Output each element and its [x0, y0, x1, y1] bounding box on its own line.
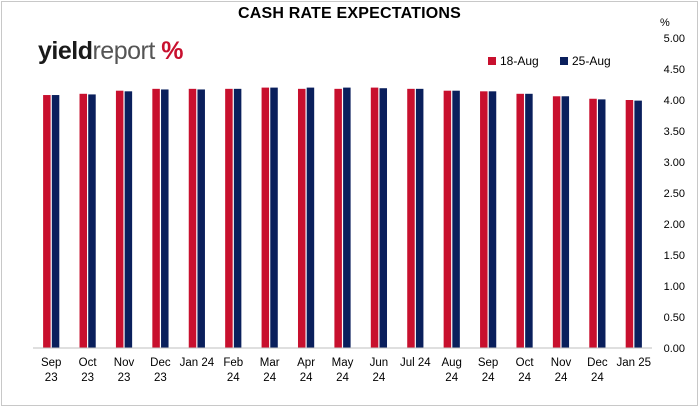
chart-title: CASH RATE EXPECTATIONS: [237, 5, 462, 22]
legend: 18-Aug 25-Aug: [488, 54, 611, 68]
legend-label-18-aug: 18-Aug: [500, 54, 539, 68]
bar-25-aug-14: [561, 96, 570, 348]
y-tick-label: 4.00: [664, 95, 685, 107]
y-tick-label: 3.00: [664, 157, 685, 169]
x-tick-label-line2: 24: [482, 372, 495, 384]
bar-18-aug-0: [43, 95, 51, 348]
y-tick-label: 4.50: [664, 64, 685, 76]
x-tick-label-line1: Jan 24: [180, 357, 215, 369]
bar-18-aug-8: [334, 88, 342, 348]
x-tick-label-line1: Sep: [41, 357, 61, 369]
bar-18-aug-4: [188, 88, 197, 348]
x-tick-label-line2: 24: [445, 372, 458, 384]
bar-25-aug-9: [379, 88, 388, 348]
x-tick-label-line2: 24: [555, 372, 568, 384]
x-tick-label-line2: 24: [591, 372, 604, 384]
logo-text-yield: yield: [38, 37, 93, 65]
y-tick-label: 0.50: [664, 312, 685, 324]
x-tick-label-line1: Dec: [150, 357, 171, 369]
x-tick-label-line1: Oct: [516, 357, 535, 369]
x-tick-label-line2: 23: [118, 372, 131, 384]
bar-25-aug-8: [343, 87, 351, 348]
x-tick-label-line2: 23: [81, 372, 94, 384]
bar-25-aug-11: [452, 90, 460, 348]
x-tick-label-line1: Oct: [79, 357, 98, 369]
bar-18-aug-2: [115, 90, 124, 348]
legend-swatch-25-aug: [560, 57, 568, 65]
bar-25-aug-16: [634, 100, 642, 349]
x-tick-label-line2: 24: [373, 372, 386, 384]
bar-25-aug-4: [197, 89, 205, 349]
bar-18-aug-3: [152, 88, 160, 348]
x-tick-label-line1: Nov: [114, 357, 135, 369]
y-axis-unit: %: [660, 17, 670, 29]
x-tick-label-line2: 24: [263, 372, 276, 384]
logo-percent-icon: %: [161, 37, 183, 65]
bar-25-aug-12: [488, 91, 497, 348]
x-tick-label-line1: Dec: [587, 357, 608, 369]
y-tick-label: 1.50: [664, 250, 685, 262]
x-tick-label-line2: 24: [518, 372, 531, 384]
y-tick-label: 2.00: [664, 219, 685, 231]
x-tick-label-line1: Apr: [297, 357, 315, 369]
bar-18-aug-1: [79, 93, 88, 348]
x-tick-label-line2: 24: [227, 372, 240, 384]
x-tick-labels: Sep 23 Oct 23 Nov 23 Dec 23 Jan 24 Feb 24 Mar 24 Apr 2…: [41, 357, 651, 384]
x-tick-label-line1: Aug: [441, 357, 461, 369]
bar-18-aug-6: [261, 87, 270, 348]
y-tick-label: 3.50: [664, 126, 685, 138]
bar-18-aug-11: [443, 90, 452, 348]
x-tick-label-line1: Mar: [260, 357, 280, 369]
y-tick-label: 5.00: [664, 33, 685, 45]
legend-label-25-aug: 25-Aug: [572, 54, 611, 68]
bar-25-aug-3: [161, 89, 169, 349]
bar-18-aug-12: [480, 91, 488, 348]
x-tick-label-line2: 24: [300, 372, 313, 384]
x-tick-label-line1: Jul 24: [400, 357, 431, 369]
bar-25-aug-15: [597, 99, 606, 348]
x-tick-label-line1: Sep: [478, 357, 498, 369]
y-tick-label: 0.00: [664, 343, 685, 355]
logo-text-report: report: [92, 37, 155, 65]
yieldreport-logo: yieldreport %: [38, 36, 183, 66]
legend-swatch-18-aug: [488, 57, 496, 65]
bar-18-aug-9: [370, 87, 379, 348]
bar-18-aug-14: [552, 96, 561, 348]
x-tick-label-line1: Feb: [223, 357, 243, 369]
bar-18-aug-13: [516, 93, 524, 348]
x-tick-label-line1: Nov: [551, 357, 572, 369]
bar-25-aug-6: [270, 87, 278, 348]
bar-25-aug-5: [233, 88, 242, 348]
x-tick-label-line1: May: [332, 357, 354, 369]
bar-25-aug-10: [415, 88, 424, 348]
y-tick-labels: 0.00 0.50 1.00 1.50 2.00 2.50 3.00 3.50 4.00 4.50…: [664, 33, 685, 355]
y-tick-label: 1.00: [664, 281, 685, 293]
x-tick-label-line2: 24: [336, 372, 349, 384]
bar-25-aug-13: [525, 93, 533, 348]
bar-25-aug-7: [306, 87, 315, 348]
bar-18-aug-16: [625, 100, 634, 348]
x-tick-label-line1: Jan 25: [617, 357, 652, 369]
bar-18-aug-10: [407, 88, 415, 348]
x-tick-label-line1: Jun: [370, 357, 389, 369]
x-tick-label-line2: 23: [154, 372, 167, 384]
bar-18-aug-15: [589, 98, 597, 348]
y-tick-label: 2.50: [664, 188, 685, 200]
bar-25-aug-1: [88, 94, 96, 348]
bar-25-aug-2: [124, 91, 133, 348]
bar-25-aug-0: [51, 95, 60, 348]
bar-18-aug-5: [225, 88, 233, 348]
bar-18-aug-7: [297, 88, 306, 348]
x-tick-label-line2: 23: [45, 372, 58, 384]
bars-group: [43, 87, 642, 349]
